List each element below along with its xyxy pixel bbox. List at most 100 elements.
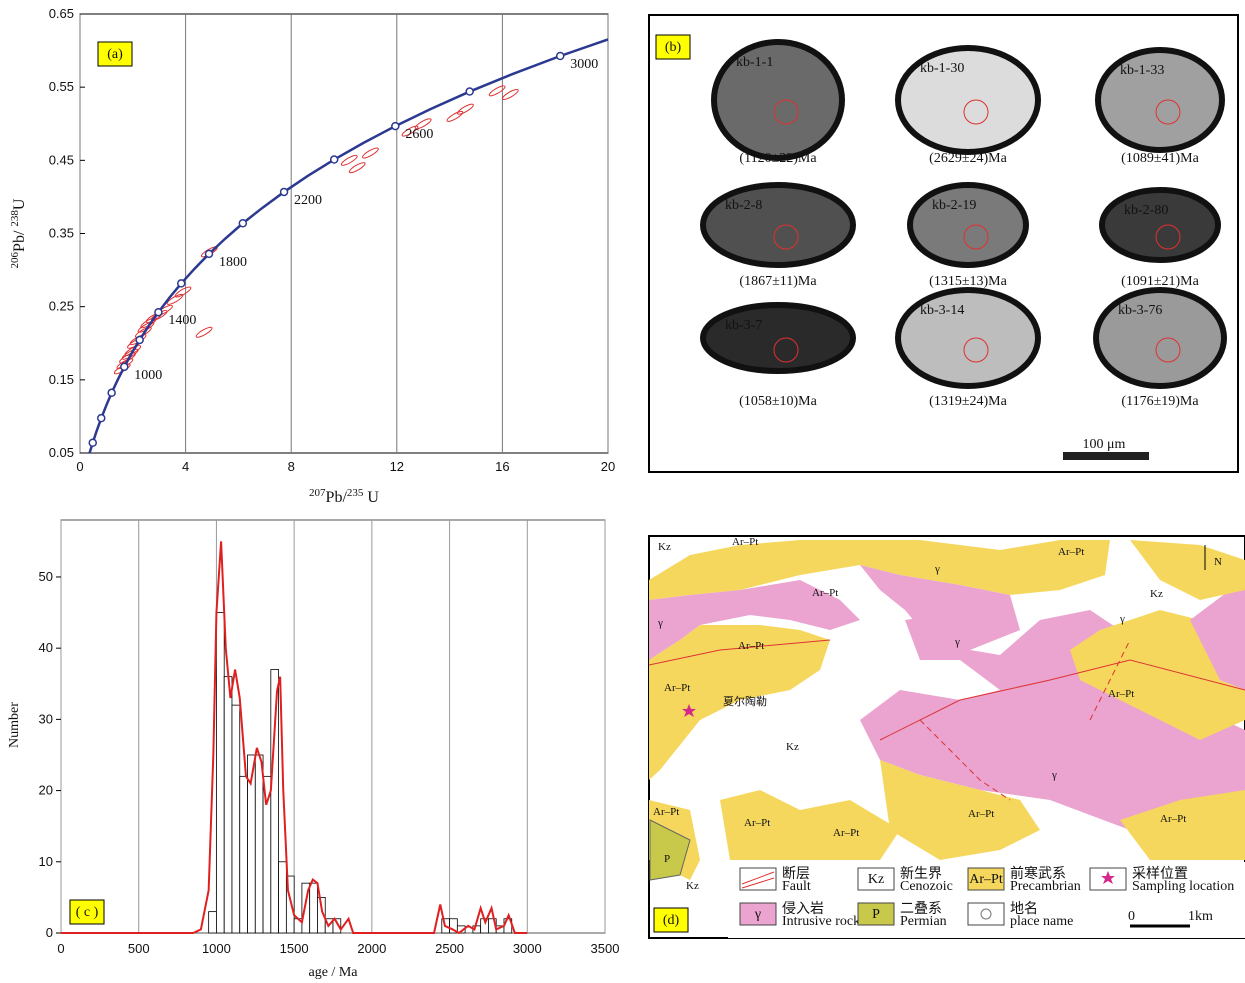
legend-en: Permian: [900, 914, 947, 929]
x-axis-label: age / Ma: [309, 965, 359, 980]
legend-swatch: [968, 903, 1004, 925]
plot-frame: [61, 520, 605, 933]
age-label: 1800: [219, 255, 247, 270]
map-label: γ: [934, 563, 940, 575]
legend-en: Cenozoic: [900, 879, 953, 894]
histogram-bar: [216, 613, 224, 933]
label-part: Pb/: [326, 489, 348, 506]
age-marker: [121, 363, 128, 370]
zircon-grain: [898, 290, 1038, 386]
age-label: 2200: [294, 193, 322, 208]
grain-age: (1091±21)Ma: [1121, 274, 1199, 289]
panel-label: ( c ): [76, 905, 99, 920]
label-part: 206: [9, 251, 21, 268]
age-marker: [557, 52, 564, 59]
y-axis-label: Number: [7, 702, 22, 748]
map-label: P: [664, 853, 670, 865]
map-label: γ: [1119, 613, 1125, 625]
map-label: Ar–Pt: [1058, 546, 1084, 558]
scale-bar: [1063, 452, 1149, 460]
x-tick-label: 0: [57, 941, 64, 956]
grain-id: kb-2-80: [1124, 203, 1168, 218]
x-tick-label: 3500: [591, 941, 620, 956]
label-part: 235: [347, 487, 364, 499]
plot-frame: [80, 14, 608, 453]
legend-symbol: γ: [754, 907, 761, 922]
age-marker: [108, 389, 115, 396]
x-tick-label: 0: [76, 459, 83, 474]
map-label: Ar–Pt: [732, 536, 758, 548]
age-marker: [136, 336, 143, 343]
y-tick-label: 0.25: [49, 299, 74, 314]
age-marker: [239, 220, 246, 227]
map-label: Ar–Pt: [812, 587, 838, 599]
map-label: Ar–Pt: [738, 640, 764, 652]
y-tick-label: 30: [39, 711, 53, 726]
y-axis-label: 206Pb/ 238U: [9, 198, 28, 268]
age-marker: [178, 280, 185, 287]
histogram-bar: [255, 755, 263, 933]
map-label: Kz: [786, 741, 799, 753]
y-tick-label: 0.65: [49, 6, 74, 21]
y-tick-label: 40: [39, 640, 53, 655]
grain-id: kb-1-30: [920, 61, 964, 76]
zircon-grain: [910, 185, 1026, 265]
legend-symbol: Kz: [868, 872, 884, 887]
zircon-grain: [898, 48, 1038, 152]
map-label: Ar–Pt: [744, 817, 770, 829]
x-tick-label: 2000: [357, 941, 386, 956]
map-label: Ar–Pt: [653, 806, 679, 818]
x-tick-label: 3000: [513, 941, 542, 956]
panel-label: (b): [665, 40, 682, 55]
y-tick-label: 0: [46, 925, 53, 940]
x-tick-label: 8: [288, 459, 295, 474]
x-tick-label: 500: [128, 941, 150, 956]
y-tick-label: 50: [39, 569, 53, 584]
age-marker: [281, 188, 288, 195]
zircon-grain: [703, 185, 853, 265]
map-label: γ: [954, 636, 960, 648]
figure: Kz Ar–Pt Ar–Pt γ Kz N γ Ar–Pt γ Ar–Pt Ar…: [0, 0, 1245, 983]
x-tick-label: 20: [601, 459, 615, 474]
grain-id: kb-2-19: [932, 198, 976, 213]
grain-age: (1867±11)Ma: [739, 274, 817, 289]
legend-en: Sampling location: [1132, 879, 1234, 894]
map-scale-label: 0: [1128, 909, 1135, 924]
y-tick-label: 0.55: [49, 79, 74, 94]
age-marker: [392, 123, 399, 130]
legend-en: Precambrian: [1010, 879, 1081, 894]
map-label: Kz: [1150, 588, 1163, 600]
map-label: Kz: [686, 880, 699, 892]
legend-en: Intrusive rock: [782, 914, 860, 929]
x-tick-label: 1500: [280, 941, 309, 956]
legend-symbol: P: [872, 907, 880, 922]
legend-symbol: Ar–Pt: [969, 872, 1003, 887]
x-tick-label: 16: [495, 459, 509, 474]
age-marker: [466, 88, 473, 95]
x-tick-label: 1000: [202, 941, 231, 956]
grain-id: kb-1-1: [736, 55, 773, 70]
age-marker: [155, 309, 162, 316]
grain-age: (1120±22)Ma: [739, 151, 817, 166]
legend-en: place name: [1010, 914, 1073, 929]
grain-age: (1058±10)Ma: [739, 394, 817, 409]
age-marker: [205, 250, 212, 257]
label-part: U: [11, 198, 28, 210]
histogram-bar: [224, 677, 232, 933]
age-label: 1400: [168, 313, 196, 328]
label-part: 207: [309, 487, 326, 499]
grain-id: kb-2-8: [725, 198, 762, 213]
map-label: N: [1214, 556, 1222, 568]
map-label: Kz: [658, 541, 671, 553]
histogram-bar: [240, 776, 248, 933]
histogram-bar: [279, 862, 287, 933]
y-tick-label: 20: [39, 783, 53, 798]
map-label: Ar–Pt: [1160, 813, 1186, 825]
age-marker: [331, 156, 338, 163]
map-label: Ar–Pt: [833, 827, 859, 839]
grain-id: kb-1-33: [1120, 63, 1164, 78]
map-label: Ar–Pt: [1108, 688, 1134, 700]
grain-age: (1089±41)Ma: [1121, 151, 1199, 166]
x-axis-label: 207Pb/235 U: [309, 487, 379, 506]
y-tick-label: 0.15: [49, 372, 74, 387]
